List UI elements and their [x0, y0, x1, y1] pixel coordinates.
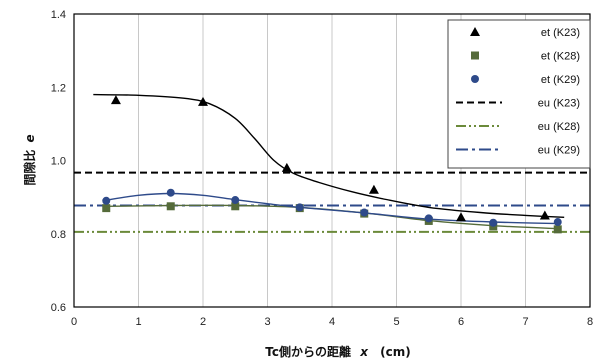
data-point-et-k23-: [368, 184, 379, 194]
data-point-et-k29-: [166, 188, 175, 197]
legend-label-eu-k29-: eu (K29): [538, 145, 580, 157]
y-tick-label: 1.4: [51, 9, 66, 21]
x-axis-title-unit: (cm): [380, 345, 411, 359]
data-point-et-k28-: [553, 225, 562, 234]
data-point-et-k23-: [281, 162, 292, 172]
y-tick-label: 0.6: [51, 302, 66, 314]
x-tick-label: 8: [587, 316, 593, 328]
data-point-et-k29-: [295, 203, 304, 212]
legend-box: [447, 19, 591, 169]
x-axis-title-var: x: [359, 345, 369, 359]
data-point-et-k23-: [198, 96, 208, 106]
data-point-et-k23-: [539, 210, 550, 220]
data-point-et-k29-: [102, 196, 111, 205]
fit-curve-et-k23-: [93, 93, 565, 218]
y-axis-title-var: e: [23, 134, 37, 142]
legend-marker-et-k28-: [471, 51, 479, 60]
y-tick-labels: 0.6 0.8 1.0 1.2 1.4: [51, 9, 66, 314]
y-tick-label: 1.0: [51, 156, 66, 168]
legend-label-eu-k28-: eu (K28): [538, 121, 580, 133]
x-tick-label: 1: [135, 316, 141, 328]
legend-label-et-k28-: et (K28): [541, 51, 580, 63]
legend-marker-et-k29-: [471, 75, 479, 83]
legend-label-et-k23-: et (K23): [541, 27, 580, 39]
x-tick-label: 3: [264, 316, 270, 328]
y-axis-title-text: 間隙比: [22, 150, 37, 186]
x-tick-label: 6: [458, 316, 464, 328]
x-tick-label: 4: [329, 316, 335, 328]
x-tick-label: 5: [393, 316, 399, 328]
y-axis-title: 間隙比 e: [22, 134, 37, 185]
x-tick-label: 7: [522, 316, 528, 328]
fit-curve-et-k29-: [106, 192, 558, 225]
x-tick-labels: 0 1 2 3 4 5 6 7 8: [71, 316, 593, 328]
data-point-et-k28-: [231, 202, 240, 211]
legend-label-eu-k23-: eu (K23): [538, 98, 580, 110]
data-point-et-k29-: [489, 218, 498, 227]
x-axis-title-text: Tc側からの距離: [265, 344, 351, 359]
data-point-et-k28-: [166, 202, 175, 211]
x-axis-title: Tc側からの距離 x (cm): [265, 344, 410, 359]
x-tick-label: 0: [71, 316, 77, 328]
legend-label-et-k29-: et (K29): [541, 74, 580, 86]
data-point-et-k23-: [456, 212, 466, 222]
data-point-et-k29-: [360, 208, 369, 217]
legend-marker-et-k23-: [470, 27, 480, 36]
data-point-et-k29-: [553, 218, 562, 227]
data-point-et-k28-: [102, 204, 111, 213]
data-points: [102, 95, 562, 234]
data-point-et-k23-: [110, 95, 121, 105]
data-point-et-k29-: [231, 196, 240, 205]
data-point-et-k29-: [424, 214, 433, 223]
x-tick-label: 2: [200, 316, 206, 328]
y-tick-label: 0.8: [51, 229, 66, 241]
legend: et (K23) et (K28) et (K29) eu (K23) eu (K28)…: [447, 19, 591, 169]
fit-curves: [93, 93, 565, 230]
y-tick-label: 1.2: [51, 82, 66, 94]
